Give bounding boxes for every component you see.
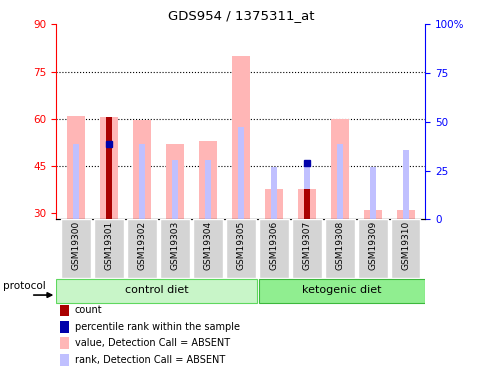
Bar — [106, 144, 112, 219]
Bar — [172, 160, 178, 219]
Bar — [60, 338, 69, 349]
FancyBboxPatch shape — [357, 219, 386, 278]
Bar — [363, 210, 381, 219]
Text: GSM19302: GSM19302 — [137, 221, 146, 270]
Text: GSM19306: GSM19306 — [269, 221, 278, 270]
Bar — [204, 160, 210, 219]
Bar — [270, 168, 276, 219]
FancyBboxPatch shape — [258, 279, 425, 303]
Text: percentile rank within the sample: percentile rank within the sample — [75, 322, 239, 332]
FancyBboxPatch shape — [291, 219, 321, 278]
Bar — [231, 56, 249, 219]
Bar — [133, 120, 151, 219]
Bar — [336, 144, 342, 219]
Bar — [60, 304, 69, 316]
Bar — [73, 144, 79, 219]
FancyBboxPatch shape — [61, 219, 91, 278]
FancyBboxPatch shape — [259, 219, 288, 278]
Bar — [330, 119, 348, 219]
FancyBboxPatch shape — [390, 219, 420, 278]
Bar — [165, 144, 183, 219]
Bar — [303, 189, 309, 219]
Text: value, Detection Call = ABSENT: value, Detection Call = ABSENT — [75, 338, 229, 348]
Text: GSM19305: GSM19305 — [236, 221, 245, 270]
FancyBboxPatch shape — [127, 219, 157, 278]
Bar — [237, 127, 244, 219]
FancyBboxPatch shape — [94, 219, 123, 278]
Text: GSM19304: GSM19304 — [203, 221, 212, 270]
Text: protocol: protocol — [3, 280, 45, 291]
Text: GSM19307: GSM19307 — [302, 221, 311, 270]
Text: rank, Detection Call = ABSENT: rank, Detection Call = ABSENT — [75, 355, 224, 364]
Bar — [67, 116, 85, 219]
Text: GSM19308: GSM19308 — [335, 221, 344, 270]
Bar — [369, 168, 375, 219]
Bar — [60, 321, 69, 333]
Text: ketogenic diet: ketogenic diet — [301, 285, 381, 296]
Bar — [100, 117, 118, 219]
Text: control diet: control diet — [125, 285, 188, 296]
FancyBboxPatch shape — [324, 219, 354, 278]
Bar — [303, 168, 309, 219]
Text: count: count — [75, 305, 102, 315]
Text: GSM19303: GSM19303 — [170, 221, 179, 270]
Text: GSM19310: GSM19310 — [400, 221, 409, 270]
FancyBboxPatch shape — [193, 219, 222, 278]
FancyBboxPatch shape — [160, 219, 189, 278]
Bar — [402, 150, 408, 219]
FancyBboxPatch shape — [56, 279, 256, 303]
Bar — [264, 189, 282, 219]
Bar — [199, 141, 217, 219]
Text: GSM19309: GSM19309 — [367, 221, 376, 270]
Title: GDS954 / 1375311_at: GDS954 / 1375311_at — [167, 9, 313, 22]
Bar — [106, 117, 112, 219]
Bar — [139, 144, 144, 219]
Bar — [396, 210, 414, 219]
Text: GSM19300: GSM19300 — [71, 221, 81, 270]
FancyBboxPatch shape — [225, 219, 255, 278]
Bar — [297, 189, 315, 219]
Text: GSM19301: GSM19301 — [104, 221, 113, 270]
Bar — [60, 354, 69, 366]
